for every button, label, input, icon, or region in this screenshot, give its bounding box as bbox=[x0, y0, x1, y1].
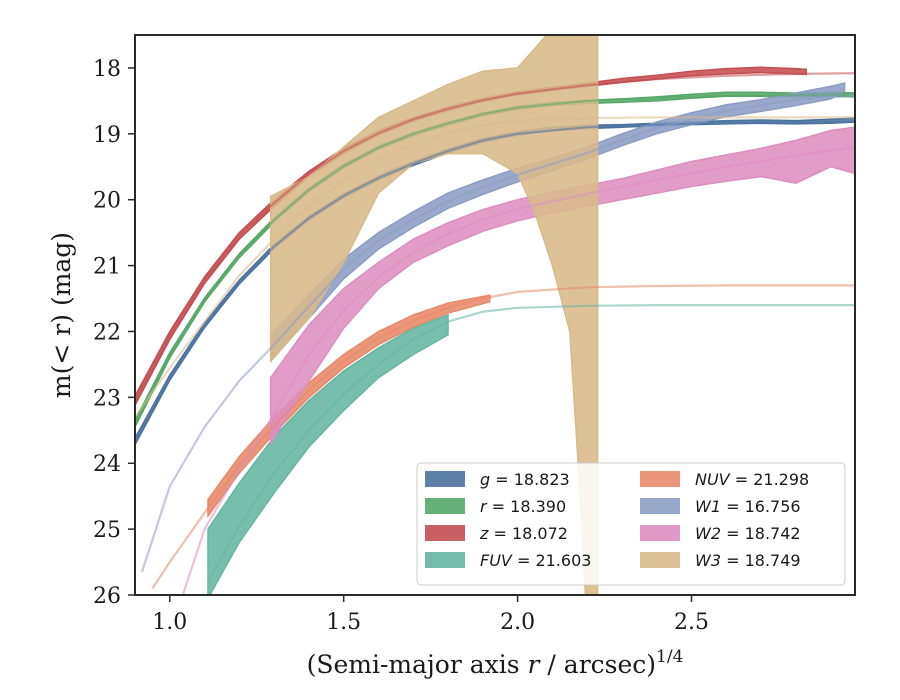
legend-label-w3: W3 = 18.749 bbox=[695, 551, 801, 570]
legend-swatch-r bbox=[425, 498, 465, 514]
x-tick-label: 2.5 bbox=[674, 610, 709, 635]
model-curves bbox=[135, 72, 855, 595]
plot-frame bbox=[134, 34, 856, 596]
legend-label-nuv: NUV = 21.298 bbox=[695, 470, 809, 489]
legend-swatch-g bbox=[425, 471, 465, 487]
y-tick-label: 21 bbox=[93, 255, 121, 280]
legend-swatch-fuv bbox=[425, 552, 465, 568]
y-axis-ticks: 18 19 20 21 22 23 24 25 26 bbox=[93, 57, 135, 609]
model-curve-g bbox=[135, 120, 855, 443]
legend-box bbox=[416, 462, 846, 586]
legend-swatch-z bbox=[425, 525, 465, 541]
band-fuv bbox=[207, 313, 449, 595]
legend-swatch-w2 bbox=[640, 525, 680, 541]
legend-swatch-nuv bbox=[640, 471, 680, 487]
x-tick-label: 1.0 bbox=[152, 610, 187, 635]
legend-swatch-w1 bbox=[640, 498, 680, 514]
legend-label-w1: W1 = 16.756 bbox=[695, 497, 801, 516]
y-tick-label: 19 bbox=[93, 123, 121, 148]
y-tick-label: 22 bbox=[93, 320, 121, 345]
y-tick-label: 20 bbox=[93, 189, 121, 214]
legend-label-fuv: FUV = 21.603 bbox=[480, 551, 591, 570]
model-curve-z bbox=[135, 72, 855, 402]
y-tick-label: 26 bbox=[93, 584, 121, 609]
y-tick-label: 23 bbox=[93, 386, 121, 411]
legend-label-r: r = 18.390 bbox=[480, 497, 566, 516]
legend-label-z: z = 18.072 bbox=[479, 524, 568, 543]
model-curve-r bbox=[135, 93, 855, 425]
x-axis-ticks: 1.0 1.5 2.0 2.5 bbox=[152, 595, 709, 635]
x-tick-label: 2.0 bbox=[500, 610, 535, 635]
y-tick-label: 25 bbox=[93, 518, 121, 543]
legend: g = 18.823 r = 18.390 z = 18.072 FUV = 21.6… bbox=[416, 462, 846, 586]
model-curve-nuv bbox=[151, 284, 855, 590]
band-w1 bbox=[269, 82, 846, 364]
model-curve-w3 bbox=[135, 116, 855, 418]
x-axis-label: (Semi-major axis r / arcsec)1/4 bbox=[307, 647, 684, 679]
model-curve-fuv bbox=[207, 304, 855, 583]
model-curve-w1 bbox=[140, 94, 855, 573]
y-tick-label: 24 bbox=[93, 452, 121, 477]
legend-label-w2: W2 = 18.742 bbox=[695, 524, 801, 543]
model-curve-w2 bbox=[181, 145, 855, 595]
legend-swatch-w3 bbox=[640, 552, 680, 568]
x-tick-label: 1.5 bbox=[326, 610, 361, 635]
y-tick-label: 18 bbox=[93, 57, 121, 82]
legend-label-g: g = 18.823 bbox=[480, 470, 570, 489]
y-axis-label: m(< r) (mag) bbox=[47, 232, 76, 398]
